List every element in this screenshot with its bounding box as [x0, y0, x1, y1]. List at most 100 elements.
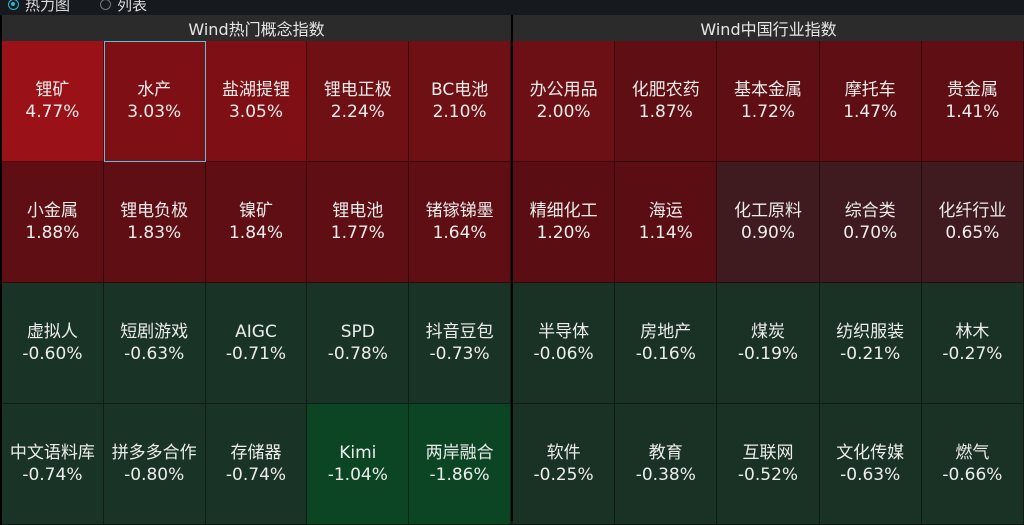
heatmap-cell[interactable]: 水产 3.03%	[103, 41, 206, 162]
cell-change-pct: 2.00%	[536, 101, 591, 122]
cell-change-pct: 2.24%	[330, 101, 385, 122]
view-toggle: 热力图 列表	[0, 0, 1024, 15]
cell-change-pct: -0.06%	[533, 343, 594, 364]
heatmap-cell[interactable]: 林木 -0.27%	[921, 283, 1024, 404]
cell-name: 锂电负极	[120, 200, 189, 221]
industry-index-title: Wind中国行业指数	[513, 15, 1024, 41]
heatmap-cell[interactable]: 半导体 -0.06%	[513, 283, 616, 404]
cell-change-pct: 0.65%	[945, 222, 1000, 243]
cell-name: 文化传媒	[836, 442, 905, 463]
cell-change-pct: 1.20%	[536, 222, 591, 243]
cell-change-pct: -0.60%	[22, 343, 83, 364]
heatmap-cell[interactable]: 互联网 -0.52%	[717, 404, 820, 525]
cell-name: AIGC	[235, 321, 277, 342]
radio-heatmap[interactable]: 热力图	[8, 0, 70, 15]
cell-change-pct: -0.16%	[635, 343, 696, 364]
cell-name: 短剧游戏	[120, 321, 189, 342]
cell-name: 办公用品	[529, 79, 598, 100]
heatmap-cell[interactable]: AIGC -0.71%	[205, 283, 308, 404]
heatmap-cell[interactable]: Kimi -1.04%	[307, 404, 410, 525]
radio-heatmap-label: 热力图	[25, 0, 71, 14]
heatmap-cell[interactable]: 锂电池 1.77%	[307, 162, 410, 283]
cell-change-pct: 1.14%	[638, 222, 693, 243]
cell-name: 摩托车	[844, 79, 896, 100]
heatmap-cell[interactable]: 化工原料 0.90%	[717, 162, 820, 283]
concept-index-panel: Wind热门概念指数 锂矿 4.77% 水产 3.03% 盐湖提锂 3.05% 锂电正极 2.…	[0, 15, 511, 525]
heatmap-cell[interactable]: 软件 -0.25%	[513, 404, 616, 525]
cell-name: 锂矿	[35, 79, 70, 100]
cell-name: 纺织服装	[836, 321, 905, 342]
heatmap-cell[interactable]: 教育 -0.38%	[615, 404, 718, 525]
cell-name: 抖音豆包	[425, 321, 494, 342]
radio-selected-icon	[8, 0, 19, 10]
cell-name: 虚拟人	[26, 321, 78, 342]
heatmap-cell[interactable]: 镍矿 1.84%	[205, 162, 308, 283]
heatmap-cell[interactable]: 盐湖提锂 3.05%	[205, 41, 308, 162]
cell-name: 软件	[546, 442, 581, 463]
heatmap-cell[interactable]: 拼多多合作 -0.80%	[103, 404, 206, 525]
cell-name: 化肥农药	[631, 79, 700, 100]
cell-name: 存储器	[230, 442, 282, 463]
cell-change-pct: -0.21%	[840, 343, 901, 364]
cell-name: 盐湖提锂	[221, 79, 290, 100]
cell-name: 小金属	[26, 200, 78, 221]
cell-change-pct: 2.10%	[432, 101, 487, 122]
cell-change-pct: -0.66%	[942, 464, 1003, 485]
cell-name: SPD	[340, 321, 375, 342]
cell-change-pct: 1.72%	[740, 101, 795, 122]
cell-name: 贵金属	[946, 79, 998, 100]
heatmap-cell[interactable]: 化纤行业 0.65%	[921, 162, 1024, 283]
heatmap-cell[interactable]: 燃气 -0.66%	[921, 404, 1024, 525]
cell-name: 锗镓锑墨	[425, 200, 494, 221]
heatmap-cell[interactable]: 海运 1.14%	[615, 162, 718, 283]
heatmap-cell[interactable]: 锂电负极 1.83%	[103, 162, 206, 283]
heatmap-cell[interactable]: 文化传媒 -0.63%	[819, 404, 922, 525]
cell-change-pct: -0.74%	[225, 464, 287, 485]
heatmap-cell[interactable]: 贵金属 1.41%	[921, 41, 1024, 162]
cell-change-pct: 1.88%	[25, 222, 80, 243]
heatmap-cell[interactable]: 小金属 1.88%	[2, 162, 104, 283]
cell-change-pct: -0.63%	[124, 343, 185, 364]
heatmap-cell[interactable]: 锂矿 4.77%	[2, 41, 104, 162]
concept-index-title: Wind热门概念指数	[0, 15, 511, 41]
heatmap-cell[interactable]: 综合类 0.70%	[819, 162, 922, 283]
heatmap-cell[interactable]: 短剧游戏 -0.63%	[103, 283, 206, 404]
cell-name: 精细化工	[529, 200, 598, 221]
heatmap-cell[interactable]: 存储器 -0.74%	[205, 404, 308, 525]
cell-name: 燃气	[955, 442, 990, 463]
cell-change-pct: -0.27%	[942, 343, 1003, 364]
cell-change-pct: 1.84%	[228, 222, 283, 243]
cell-change-pct: 3.05%	[228, 101, 283, 122]
cell-name: 半导体	[538, 321, 590, 342]
heatmap-cell[interactable]: 锗镓锑墨 1.64%	[409, 162, 511, 283]
heatmap-cell[interactable]: SPD -0.78%	[307, 283, 410, 404]
heatmap-cell[interactable]: BC电池 2.10%	[409, 41, 511, 162]
heatmap-cell[interactable]: 纺织服装 -0.21%	[819, 283, 922, 404]
heatmap-cell[interactable]: 基本金属 1.72%	[717, 41, 820, 162]
industry-heatmap-grid: 办公用品 2.00% 化肥农药 1.87% 基本金属 1.72% 摩托车 1.47% 贵金属 1.…	[513, 41, 1024, 525]
cell-change-pct: -1.86%	[429, 464, 490, 485]
heatmap-cell[interactable]: 锂电正极 2.24%	[307, 41, 410, 162]
heatmap-cell[interactable]: 抖音豆包 -0.73%	[409, 283, 511, 404]
heatmap-cell[interactable]: 房地产 -0.16%	[615, 283, 718, 404]
cell-change-pct: 0.90%	[740, 222, 795, 243]
heatmap-cell[interactable]: 两岸融合 -1.86%	[409, 404, 511, 525]
cell-name: 两岸融合	[425, 442, 494, 463]
heatmap-cell[interactable]: 办公用品 2.00%	[513, 41, 616, 162]
cell-name: 拼多多合作	[111, 442, 197, 463]
cell-change-pct: -0.78%	[327, 343, 388, 364]
heatmap-cell[interactable]: 精细化工 1.20%	[513, 162, 616, 283]
cell-name: 镍矿	[238, 200, 273, 221]
heatmap-cell[interactable]: 中文语料库 -0.74%	[2, 404, 104, 525]
heatmap-cell[interactable]: 煤炭 -0.19%	[717, 283, 820, 404]
cell-name: BC电池	[430, 79, 489, 100]
heatmap-cell[interactable]: 化肥农药 1.87%	[615, 41, 718, 162]
cell-change-pct: -0.71%	[225, 343, 287, 364]
cell-change-pct: -0.73%	[429, 343, 490, 364]
cell-change-pct: 0.70%	[843, 222, 898, 243]
cell-change-pct: 4.77%	[25, 101, 80, 122]
radio-list[interactable]: 列表	[100, 0, 147, 15]
heatmap-cell[interactable]: 摩托车 1.47%	[819, 41, 922, 162]
heatmap-cell[interactable]: 虚拟人 -0.60%	[2, 283, 104, 404]
cell-name: 中文语料库	[9, 442, 95, 463]
